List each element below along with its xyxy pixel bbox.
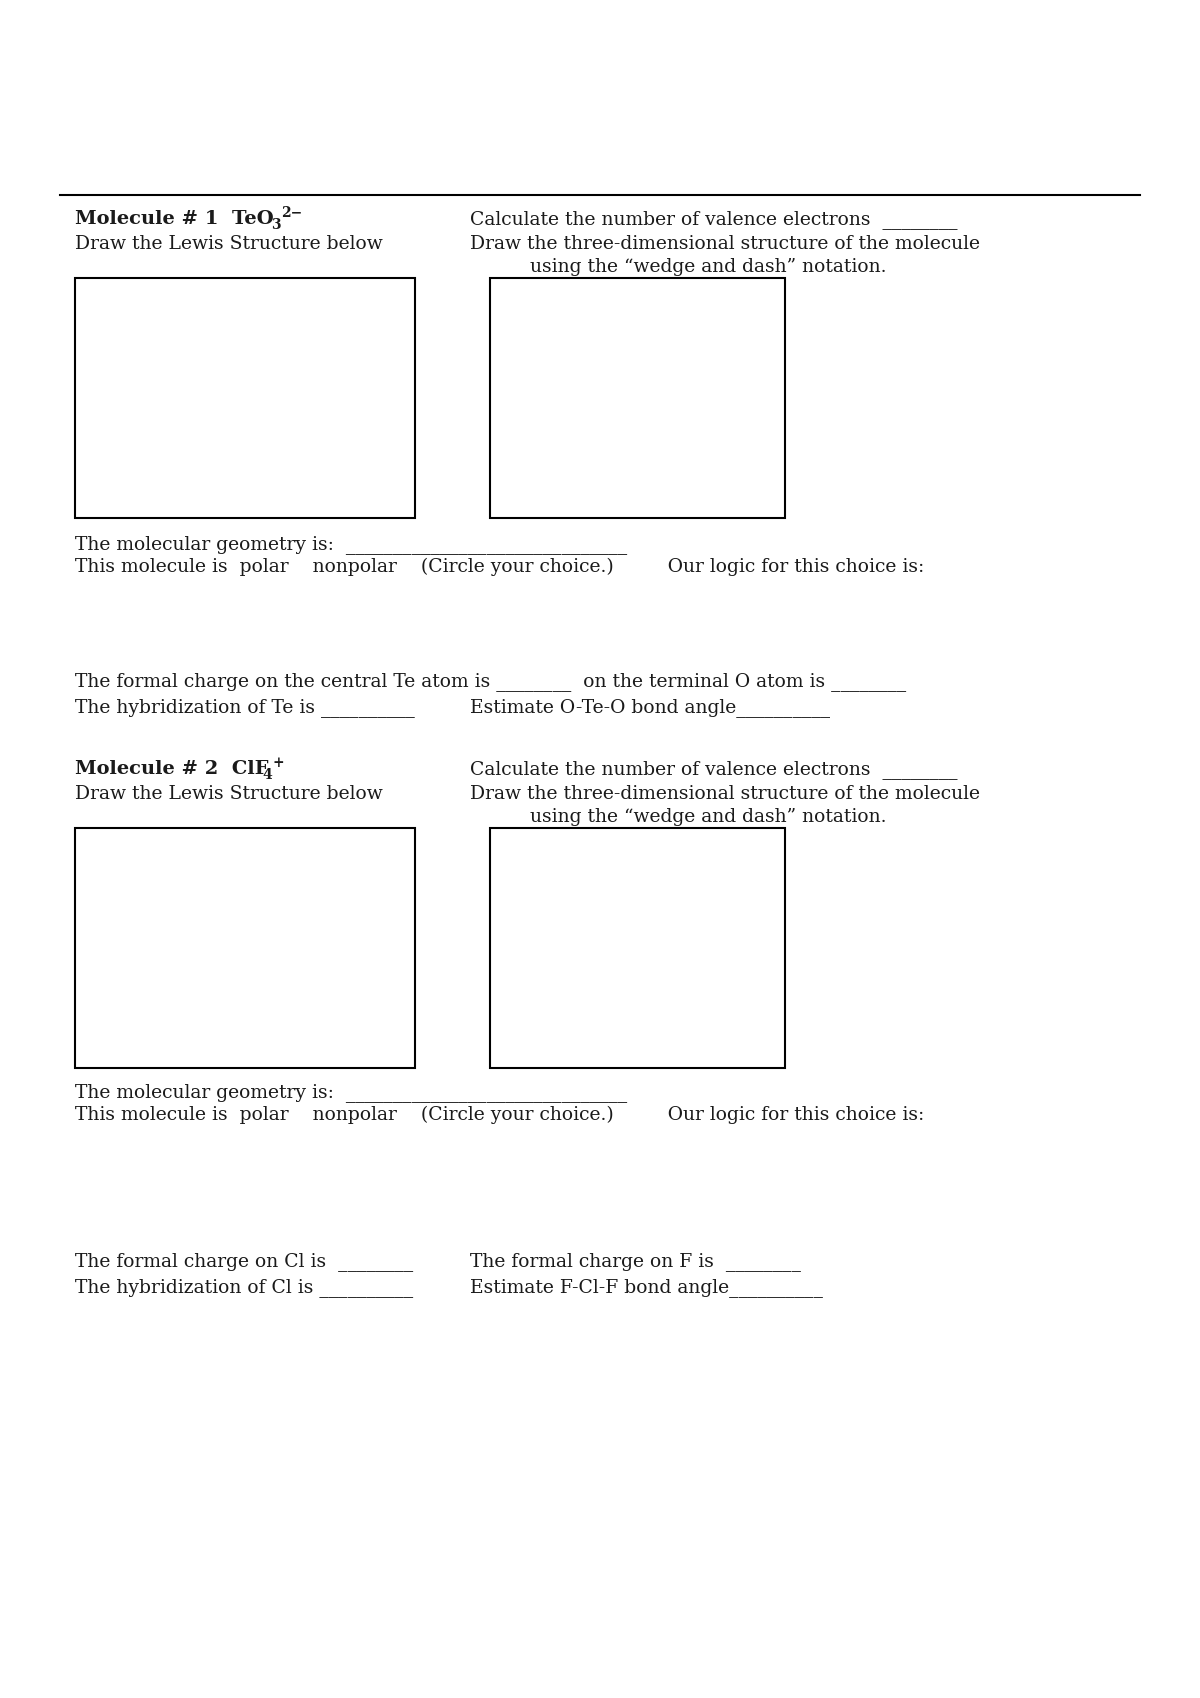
Text: Draw the Lewis Structure below: Draw the Lewis Structure below bbox=[74, 234, 383, 253]
Text: Estimate O-Te-O bond angle__________: Estimate O-Te-O bond angle__________ bbox=[470, 698, 830, 717]
Text: The formal charge on the central Te atom is ________  on the terminal O atom is : The formal charge on the central Te atom… bbox=[74, 672, 906, 691]
Text: Molecule # 1  TeO: Molecule # 1 TeO bbox=[74, 211, 274, 228]
Text: using the “wedge and dash” notation.: using the “wedge and dash” notation. bbox=[530, 258, 887, 277]
Text: +: + bbox=[272, 756, 283, 769]
Text: Estimate F-Cl-F bond angle__________: Estimate F-Cl-F bond angle__________ bbox=[470, 1279, 823, 1297]
Text: This molecule is  polar    nonpolar    (Circle your choice.)         Our logic f: This molecule is polar nonpolar (Circle … bbox=[74, 559, 924, 576]
Text: 3: 3 bbox=[271, 217, 281, 233]
Text: The hybridization of Cl is __________: The hybridization of Cl is __________ bbox=[74, 1279, 413, 1297]
Bar bbox=[490, 278, 785, 518]
Text: Draw the three-dimensional structure of the molecule: Draw the three-dimensional structure of … bbox=[470, 234, 980, 253]
Text: The formal charge on F is  ________: The formal charge on F is ________ bbox=[470, 1251, 800, 1272]
Text: using the “wedge and dash” notation.: using the “wedge and dash” notation. bbox=[530, 808, 887, 825]
Bar bbox=[74, 829, 415, 1068]
Text: 4: 4 bbox=[262, 767, 271, 783]
Bar bbox=[490, 829, 785, 1068]
Text: Molecule # 2  ClF: Molecule # 2 ClF bbox=[74, 761, 269, 778]
Text: Calculate the number of valence electrons  ________: Calculate the number of valence electron… bbox=[470, 761, 958, 779]
Text: Draw the three-dimensional structure of the molecule: Draw the three-dimensional structure of … bbox=[470, 784, 980, 803]
Text: The molecular geometry is:  ______________________________: The molecular geometry is: _____________… bbox=[74, 1083, 628, 1102]
Text: Draw the Lewis Structure below: Draw the Lewis Structure below bbox=[74, 784, 383, 803]
Text: Calculate the number of valence electrons  ________: Calculate the number of valence electron… bbox=[470, 211, 958, 229]
Bar bbox=[74, 278, 415, 518]
Text: The hybridization of Te is __________: The hybridization of Te is __________ bbox=[74, 698, 415, 717]
Text: The molecular geometry is:  ______________________________: The molecular geometry is: _____________… bbox=[74, 535, 628, 554]
Text: This molecule is  polar    nonpolar    (Circle your choice.)         Our logic f: This molecule is polar nonpolar (Circle … bbox=[74, 1105, 924, 1124]
Text: The formal charge on Cl is  ________: The formal charge on Cl is ________ bbox=[74, 1251, 413, 1272]
Text: 2−: 2− bbox=[281, 205, 302, 221]
